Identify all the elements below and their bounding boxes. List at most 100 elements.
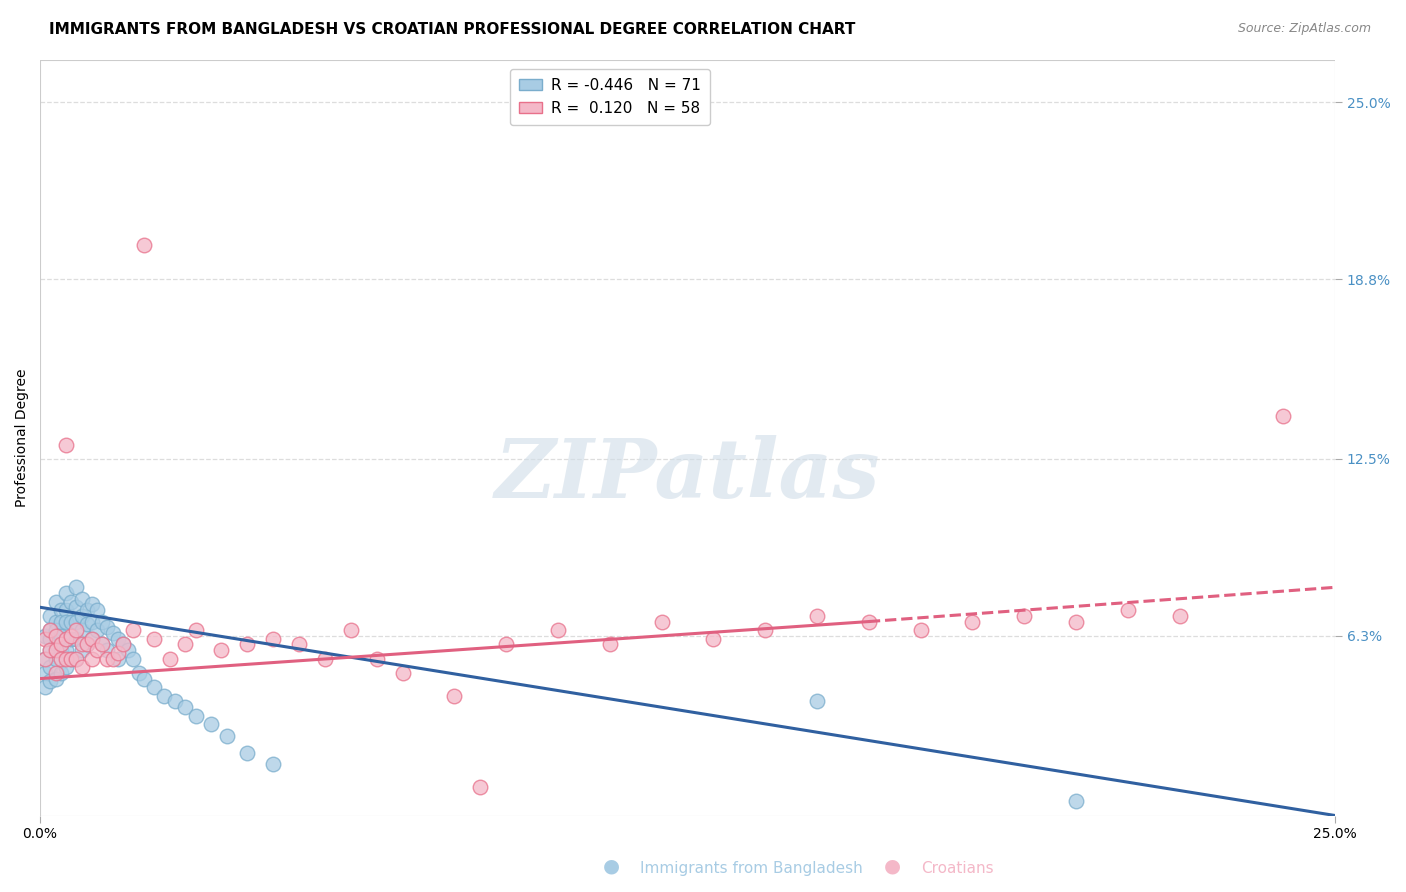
Point [45,623,67,637]
Point [153,689,176,703]
Point [122,623,145,637]
Point [340,623,363,637]
Point [65,632,87,646]
Point [76,637,98,651]
Point [60,651,83,665]
Point [366,651,388,665]
Point [70,660,93,674]
Point [65,651,87,665]
Point [107,632,129,646]
Point [209,643,232,657]
Point [858,615,880,629]
Point [70,591,93,606]
Point [60,651,83,665]
Point [70,637,93,651]
Point [262,757,284,772]
Point [45,637,67,651]
Point [122,651,145,665]
Point [495,637,517,651]
Y-axis label: Professional Degree: Professional Degree [15,368,30,507]
Text: ●: ● [884,857,901,876]
Point [288,637,311,651]
Point [45,643,67,657]
Legend: R = -0.446   N = 71, R =  0.120   N = 58: R = -0.446 N = 71, R = 0.120 N = 58 [510,69,710,125]
Point [55,615,77,629]
Point [65,651,87,665]
Point [70,623,93,637]
Point [101,651,124,665]
Point [111,637,134,651]
Point [65,623,87,637]
Point [49,651,72,665]
Point [39,623,62,637]
Point [65,615,87,629]
Point [184,708,207,723]
Text: ZIPatlas: ZIPatlas [495,435,880,516]
Point [70,643,93,657]
Point [65,580,87,594]
Point [236,746,259,760]
Point [34,680,56,694]
Point [45,615,67,629]
Point [55,603,77,617]
Point [314,651,336,665]
Point [34,651,56,665]
Point [49,603,72,617]
Point [86,623,108,637]
Point [163,694,186,708]
Point [547,623,569,637]
Point [55,651,77,665]
Point [91,637,114,651]
Point [174,637,197,651]
Point [49,637,72,651]
Point [55,632,77,646]
Point [76,617,98,632]
Point [34,632,56,646]
Point [60,632,83,646]
Point [651,615,673,629]
Point [34,665,56,680]
Point [96,651,118,665]
Point [236,637,259,651]
Point [443,689,465,703]
Text: Source: ZipAtlas.com: Source: ZipAtlas.com [1237,22,1371,36]
Point [39,643,62,657]
Point [96,643,118,657]
Point [111,637,134,651]
Point [45,629,67,643]
Point [49,643,72,657]
Point [80,615,103,629]
Point [96,620,118,634]
Point [45,672,67,686]
Text: ●: ● [603,857,620,876]
Point [65,600,87,615]
Point [80,632,103,646]
Point [55,660,77,674]
Point [86,643,108,657]
Point [1014,608,1036,623]
Point [80,598,103,612]
Point [55,586,77,600]
Point [45,665,67,680]
Point [55,632,77,646]
Point [91,637,114,651]
Point [1272,409,1295,424]
Point [45,651,67,665]
Text: IMMIGRANTS FROM BANGLADESH VS CROATIAN PROFESSIONAL DEGREE CORRELATION CHART: IMMIGRANTS FROM BANGLADESH VS CROATIAN P… [49,22,856,37]
Point [184,623,207,637]
Point [470,780,492,794]
Point [1116,603,1139,617]
Point [76,603,98,617]
Point [49,665,72,680]
Point [702,632,724,646]
Point [174,700,197,714]
Point [159,651,181,665]
Point [49,615,72,629]
Point [806,608,828,623]
Point [91,615,114,629]
Point [80,651,103,665]
Point [60,615,83,629]
Point [39,660,62,674]
Point [60,594,83,608]
Point [391,665,413,680]
